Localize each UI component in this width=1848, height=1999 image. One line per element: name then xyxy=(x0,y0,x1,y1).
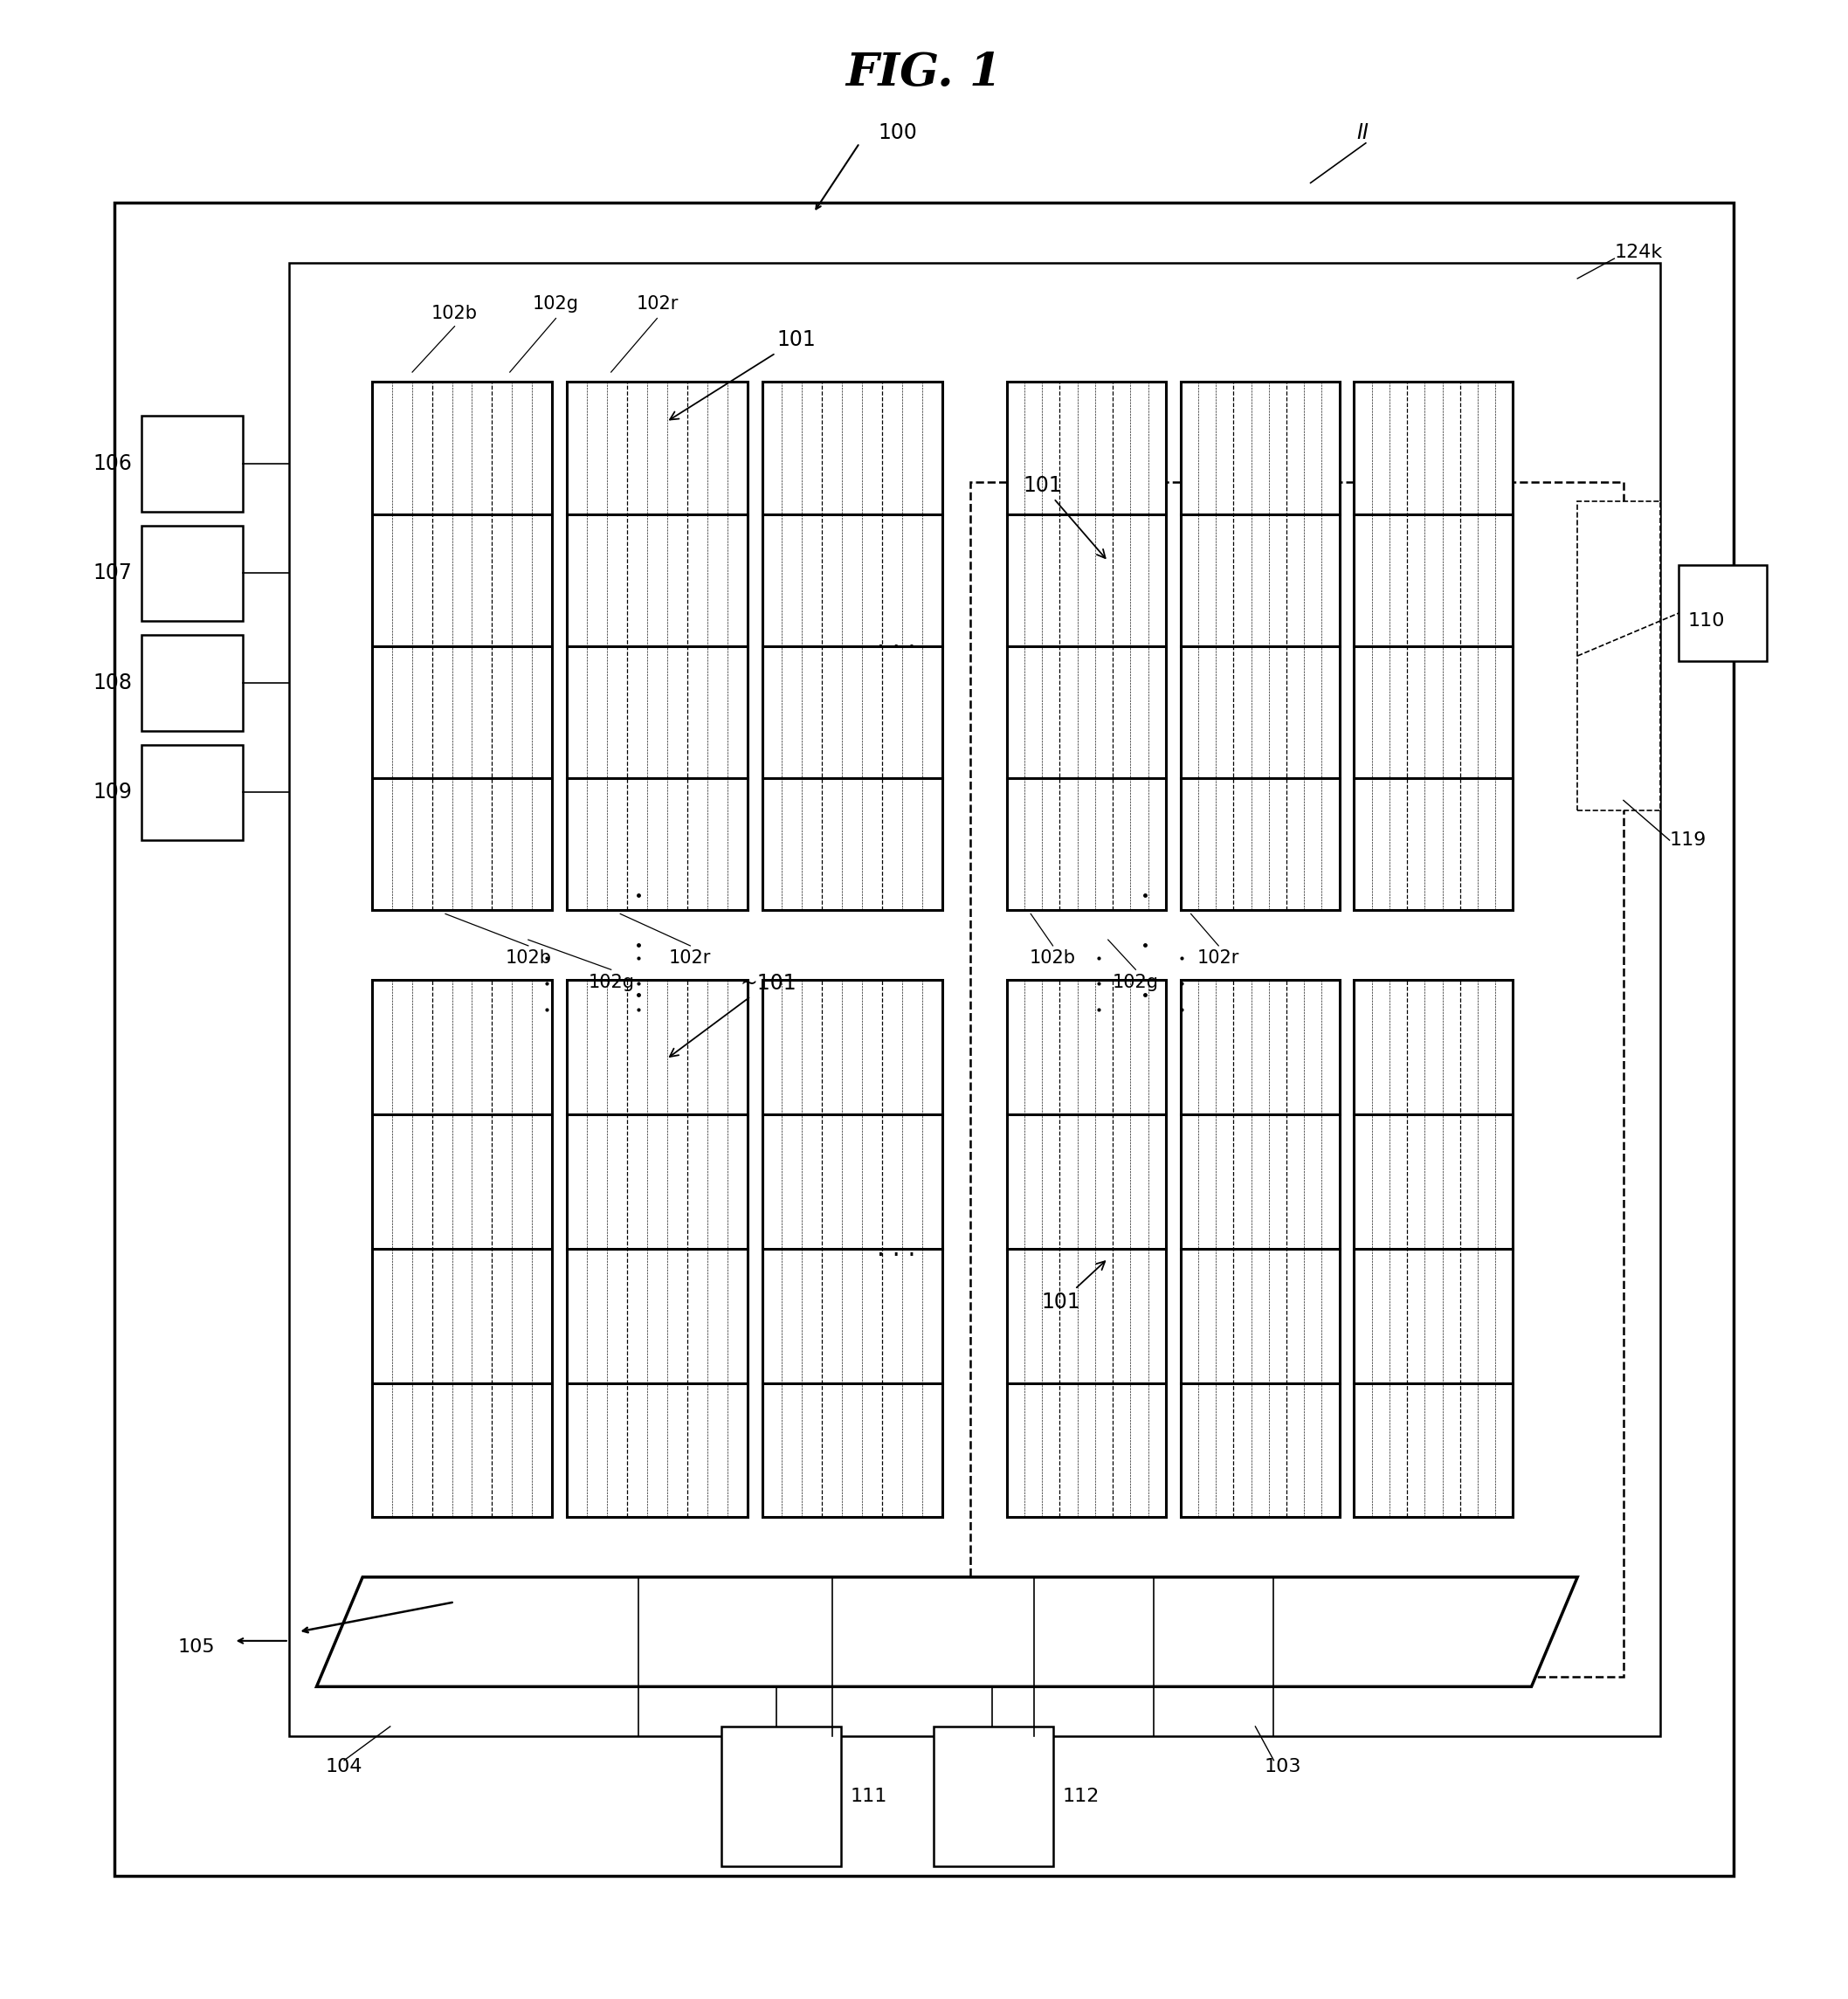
Bar xyxy=(288,262,1660,1737)
Bar xyxy=(721,1727,841,1865)
Bar xyxy=(1007,382,1166,910)
Bar xyxy=(567,382,747,910)
Text: 107: 107 xyxy=(92,564,133,584)
Text: 101: 101 xyxy=(1042,1261,1105,1313)
Text: 102g: 102g xyxy=(588,974,634,992)
Text: 124k: 124k xyxy=(1615,244,1663,262)
Bar xyxy=(761,980,942,1517)
Text: 105: 105 xyxy=(177,1637,216,1655)
Polygon shape xyxy=(316,1577,1578,1687)
Text: II: II xyxy=(1356,122,1369,144)
Text: . . .: . . . xyxy=(878,630,917,654)
Bar xyxy=(371,980,553,1517)
Bar xyxy=(970,482,1624,1677)
Text: 104: 104 xyxy=(325,1757,362,1775)
Text: 101: 101 xyxy=(669,330,815,420)
Text: 102r: 102r xyxy=(669,950,711,968)
Text: 101: 101 xyxy=(1024,476,1105,558)
Bar xyxy=(1181,980,1340,1517)
Bar xyxy=(371,382,553,910)
Text: 102g: 102g xyxy=(532,296,578,312)
Text: 119: 119 xyxy=(1669,832,1706,850)
Text: 102g: 102g xyxy=(1112,974,1159,992)
Text: 111: 111 xyxy=(850,1787,887,1805)
Bar xyxy=(1355,382,1514,910)
Text: 102b: 102b xyxy=(1029,950,1076,968)
Text: 102r: 102r xyxy=(636,296,678,312)
Text: ~101: ~101 xyxy=(669,974,796,1057)
Bar xyxy=(1181,382,1340,910)
Text: 103: 103 xyxy=(1264,1757,1301,1775)
Bar xyxy=(142,416,242,512)
Bar xyxy=(142,636,242,730)
Bar xyxy=(115,202,1733,1875)
Bar xyxy=(1578,502,1660,810)
Text: 112: 112 xyxy=(1063,1787,1100,1805)
Text: 102r: 102r xyxy=(1198,950,1240,968)
Bar xyxy=(142,744,242,840)
Bar xyxy=(1007,980,1166,1517)
Text: 102b: 102b xyxy=(431,306,479,322)
Text: 106: 106 xyxy=(92,454,133,474)
Text: 102b: 102b xyxy=(505,950,551,968)
Bar xyxy=(761,382,942,910)
Text: FIG. 1: FIG. 1 xyxy=(846,52,1002,96)
Text: . . .: . . . xyxy=(878,1235,917,1261)
Bar xyxy=(1678,566,1767,662)
Bar xyxy=(142,526,242,622)
Bar xyxy=(933,1727,1053,1865)
Text: 110: 110 xyxy=(1687,612,1724,630)
Bar xyxy=(567,980,747,1517)
Bar xyxy=(1355,980,1514,1517)
Text: 100: 100 xyxy=(878,122,917,144)
Text: 108: 108 xyxy=(92,672,133,694)
Text: 109: 109 xyxy=(92,782,133,804)
